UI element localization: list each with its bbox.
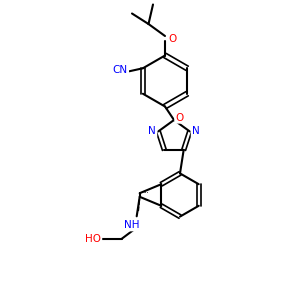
Text: CN: CN	[113, 65, 128, 75]
Text: NH: NH	[124, 220, 140, 230]
Text: HO: HO	[85, 234, 101, 244]
Text: N: N	[192, 126, 200, 136]
Text: O: O	[168, 34, 177, 44]
Text: N: N	[148, 126, 156, 136]
Text: O: O	[175, 112, 184, 123]
Text: ...: ...	[143, 188, 149, 194]
